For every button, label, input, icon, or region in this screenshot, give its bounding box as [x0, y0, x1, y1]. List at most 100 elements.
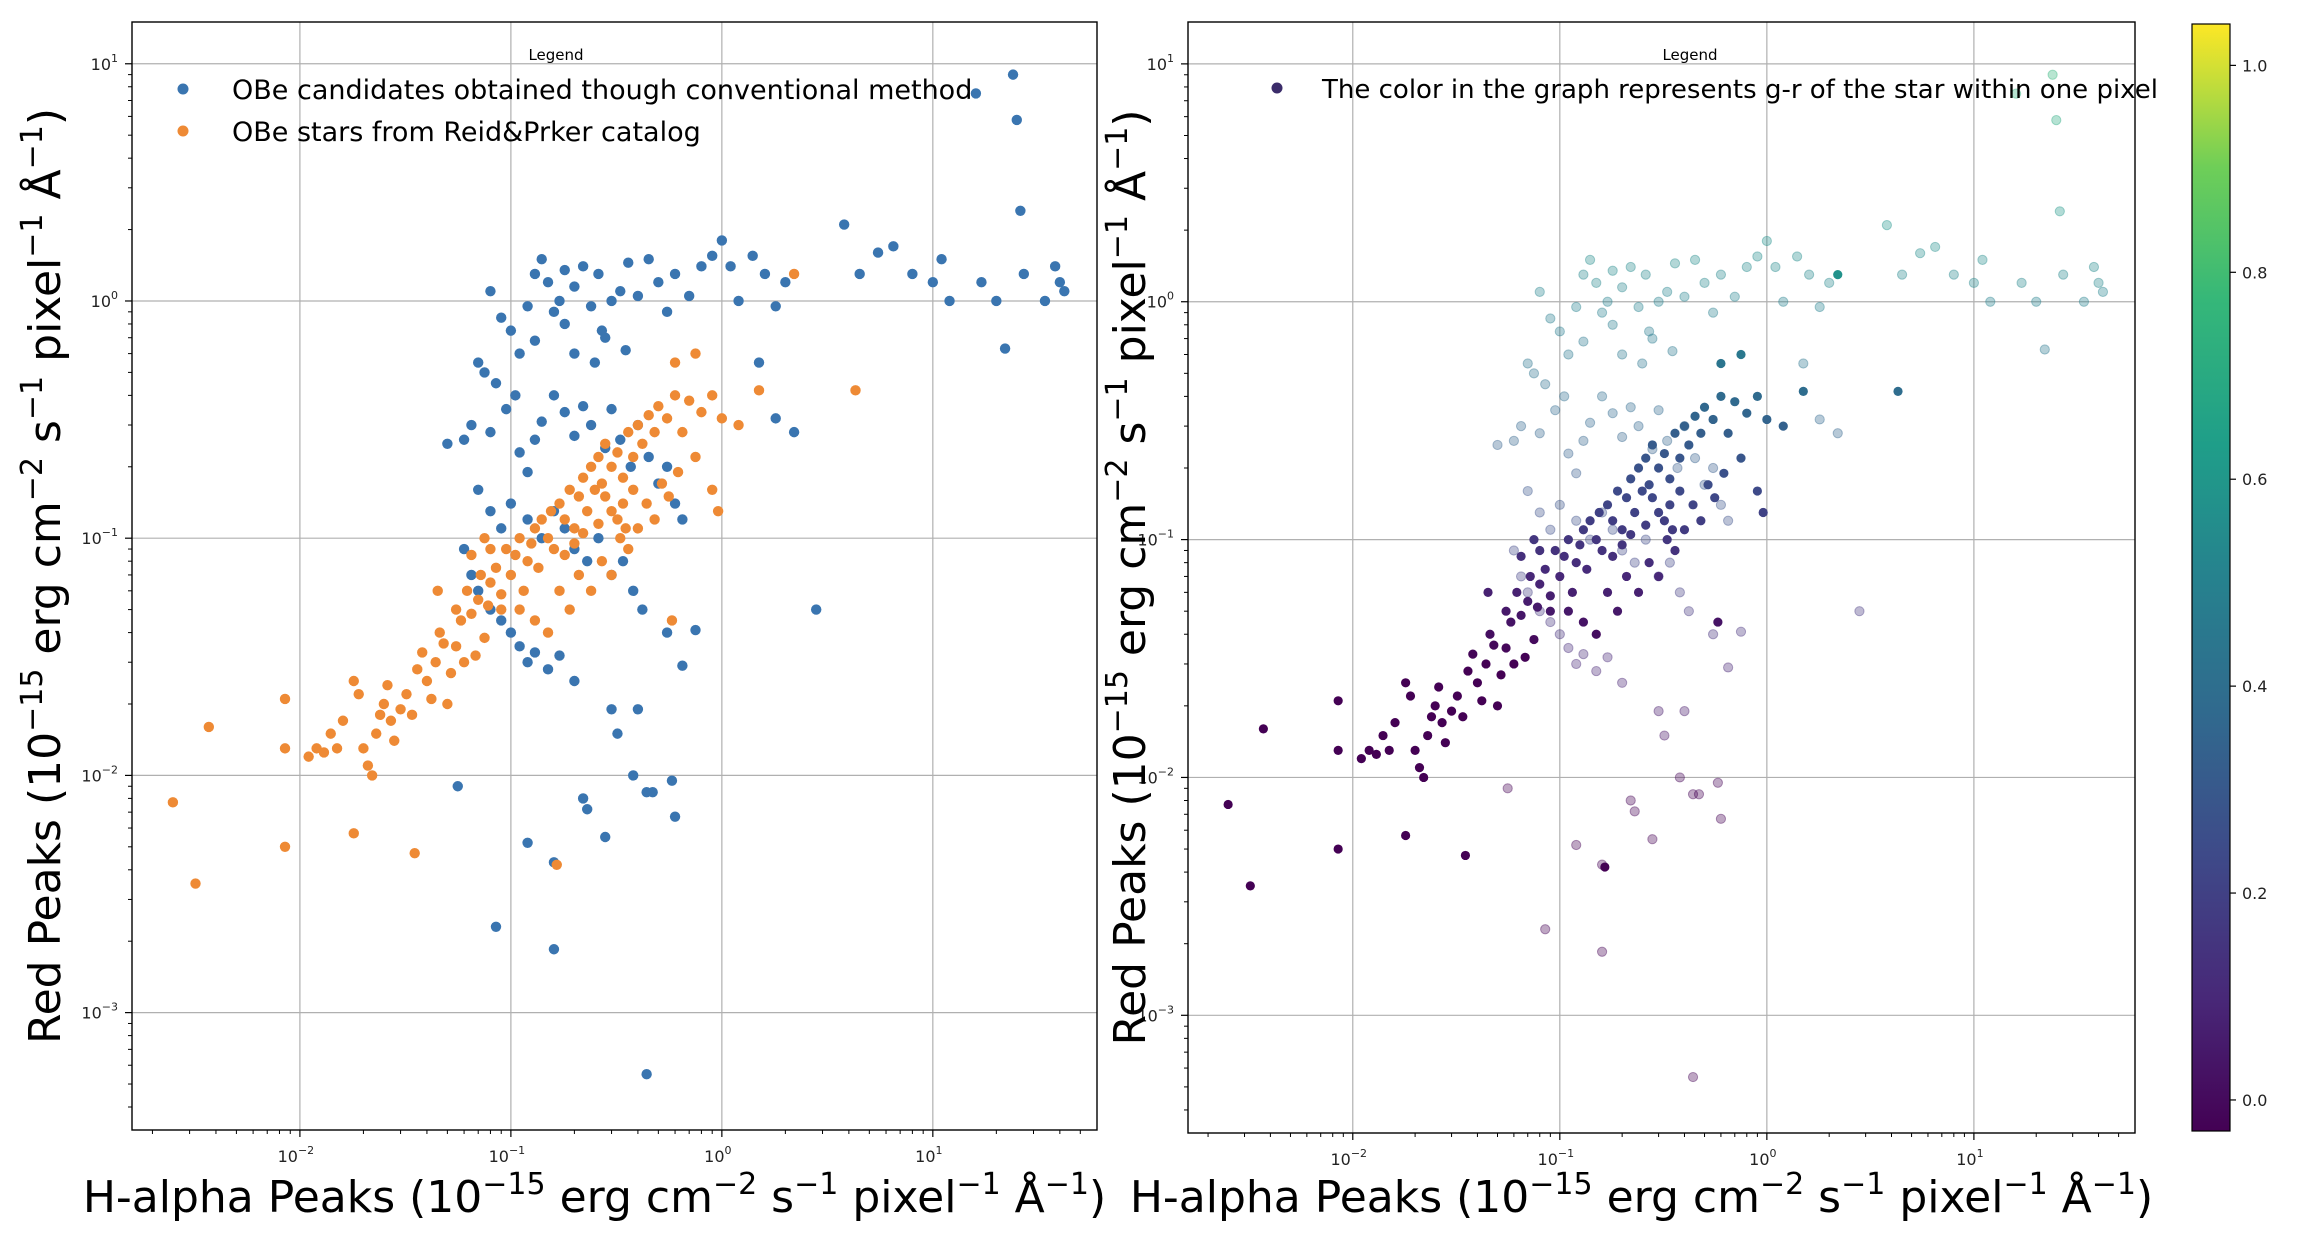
- data-point-obe-star: [716, 413, 728, 424]
- y-tick-label: 10−2: [1137, 765, 1174, 787]
- data-point-gr: [2097, 286, 2109, 297]
- data-point-obe-candidate: [581, 804, 593, 815]
- x-tick-label: 100: [704, 1144, 731, 1166]
- data-point-obe-star: [455, 615, 467, 626]
- data-point-gr: [1523, 596, 1533, 606]
- data-point-gr: [1752, 486, 1762, 496]
- data-point-obe-star: [551, 859, 562, 870]
- data-point-obe-candidate: [991, 295, 1002, 307]
- data-point-gr: [1674, 587, 1685, 598]
- data-point-obe-candidate: [683, 290, 695, 302]
- data-point-gr: [1723, 662, 1734, 673]
- data-point-obe-star: [485, 543, 496, 555]
- data-point-gr: [1770, 261, 1781, 273]
- data-point-gr: [1512, 587, 1522, 597]
- data-point-obe-candidate: [505, 498, 517, 509]
- data-point-obe-candidate: [759, 268, 771, 280]
- data-point-gr: [1684, 440, 1694, 450]
- data-point-gr: [1832, 428, 1843, 439]
- data-point-obe-candidate: [1039, 295, 1051, 307]
- data-point-gr: [1522, 587, 1533, 598]
- data-point-gr: [1625, 261, 1636, 273]
- data-point-gr: [1659, 448, 1670, 459]
- data-point-gr: [1715, 269, 1727, 280]
- data-point-obe-star: [485, 577, 496, 588]
- data-point-obe-candidate: [490, 378, 502, 389]
- data-point-obe-candidate: [770, 301, 781, 312]
- x-tick-label: 100: [1749, 1147, 1776, 1169]
- data-point-gr: [1713, 617, 1723, 627]
- data-point-obe-candidate: [669, 268, 681, 280]
- data-point-gr: [2093, 277, 2104, 289]
- data-point-obe-star: [514, 532, 525, 544]
- data-point-gr: [1591, 534, 1601, 545]
- y-axis-label: Red Peaks (10−15 erg cm−2 s−1 pixel−1 Å−…: [1100, 109, 1156, 1045]
- data-point-obe-candidate: [581, 555, 593, 567]
- left-scatter-panel: 10−2 10−1 100 10110−310−210−1100101H-alpha …: [15, 21, 1106, 1223]
- data-point-gr: [1563, 349, 1574, 360]
- data-point-obe-star: [696, 406, 707, 418]
- data-point-gr: [1699, 277, 1710, 289]
- data-point-gr: [1426, 712, 1437, 722]
- x-axis-label: H-alpha Peaks (10−15 erg cm−2 s−1 pixel−…: [83, 1167, 1106, 1223]
- data-point-gr: [1653, 571, 1664, 582]
- data-point-obe-candidate: [944, 295, 955, 307]
- data-point-obe-candidate: [458, 543, 470, 555]
- data-point-obe-candidate: [466, 419, 477, 431]
- data-point-obe-star: [430, 657, 441, 668]
- data-point-obe-candidate: [1049, 261, 1061, 272]
- data-point-obe-candidate: [733, 295, 744, 307]
- data-point-obe-candidate: [747, 250, 758, 262]
- data-point-obe-star: [466, 608, 477, 620]
- data-point-gr: [1633, 587, 1644, 597]
- data-point-obe-star: [593, 518, 604, 529]
- data-point-obe-star: [348, 828, 359, 839]
- data-point-obe-star: [529, 615, 541, 626]
- data-point-obe-star: [606, 461, 617, 472]
- data-point-obe-candidate: [1054, 276, 1066, 288]
- data-point-obe-star: [612, 447, 623, 458]
- data-point-gr: [1477, 696, 1487, 706]
- data-point-gr: [1687, 1071, 1699, 1083]
- data-point-obe-candidate: [522, 301, 533, 312]
- data-point-gr: [1602, 587, 1613, 597]
- data-point-gr: [1679, 421, 1690, 431]
- data-point-gr: [1675, 486, 1685, 496]
- data-point-gr: [1665, 500, 1675, 510]
- data-point-gr: [1540, 924, 1551, 935]
- data-point-obe-star: [542, 532, 554, 544]
- data-point-obe-star: [438, 638, 449, 649]
- y-tick-label: 10−2: [81, 763, 118, 785]
- data-point-obe-star: [545, 505, 557, 517]
- data-point-gr: [1567, 587, 1577, 597]
- data-point-gr: [1637, 486, 1647, 496]
- data-point-obe-star: [445, 667, 457, 679]
- data-point-obe-star: [596, 478, 608, 489]
- data-point-obe-star: [442, 698, 453, 710]
- data-point-obe-star: [395, 704, 406, 715]
- legend-label: The color in the graph represents g-r of…: [1321, 75, 2158, 105]
- data-point-gr: [1550, 405, 1561, 416]
- x-tick-label: 10−1: [489, 1144, 526, 1166]
- data-point-obe-candidate: [753, 357, 765, 368]
- data-point-obe-star: [331, 743, 343, 754]
- data-point-obe-star: [385, 715, 397, 726]
- data-point-gr: [1571, 515, 1582, 526]
- data-point-obe-star: [753, 385, 765, 396]
- data-point-gr: [1977, 254, 1988, 265]
- data-point-gr: [1688, 500, 1698, 510]
- data-point-obe-candidate: [615, 285, 626, 297]
- data-point-obe-candidate: [625, 461, 636, 472]
- data-point-obe-candidate: [466, 569, 477, 581]
- data-point-obe-candidate: [927, 276, 939, 288]
- data-point-obe-candidate: [577, 401, 589, 412]
- data-point-gr: [1640, 534, 1651, 545]
- data-point-obe-candidate: [600, 831, 611, 843]
- data-point-obe-candidate: [1011, 114, 1022, 126]
- data-point-obe-star: [434, 627, 445, 638]
- data-point-obe-star: [533, 562, 544, 574]
- data-point-obe-star: [432, 585, 443, 597]
- data-point-gr: [1563, 606, 1573, 616]
- data-point-obe-candidate: [643, 254, 654, 265]
- legend-marker: [1271, 82, 1283, 94]
